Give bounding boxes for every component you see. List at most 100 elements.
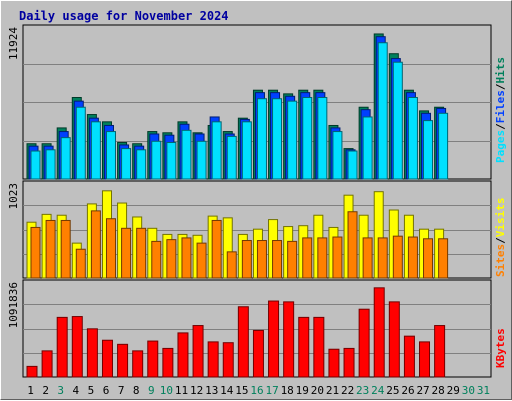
y-max-label-hits-files-pages: 11924 <box>7 27 20 60</box>
bar-kbytes <box>252 329 264 378</box>
bar-kbytes <box>177 332 189 378</box>
bar-kbytes <box>71 316 83 378</box>
bar-kbytes <box>237 306 249 378</box>
bar-pages <box>105 131 116 180</box>
legend-separator: / <box>494 123 507 130</box>
bar-sites <box>287 240 298 279</box>
legend-label-kbytes: KBytes <box>494 328 507 368</box>
bar-pages <box>332 131 343 180</box>
bar-pages <box>272 98 283 180</box>
bar-kbytes <box>358 308 370 378</box>
x-tick-label: 1 <box>27 384 34 397</box>
x-tick-label: 24 <box>371 384 385 397</box>
bar-sites <box>362 237 373 279</box>
bar-kbytes <box>313 316 325 378</box>
x-tick-label: 7 <box>118 384 125 397</box>
bar-pages <box>377 42 388 180</box>
right-legend-hits-files-pages: Pages/Files/Hits <box>494 57 507 163</box>
bar-kbytes <box>86 328 98 378</box>
x-tick-label: 15 <box>235 384 248 397</box>
x-tick-label: 14 <box>220 384 234 397</box>
bar-sites <box>75 248 86 279</box>
legend-label-visits: Visits <box>494 198 507 238</box>
bar-sites <box>272 240 283 279</box>
bar-pages <box>392 61 403 180</box>
legend-label-sites: Sites <box>494 244 507 277</box>
x-tick-label: 12 <box>190 384 203 397</box>
x-tick-label: 27 <box>416 384 429 397</box>
chart-panels: 11924Pages/Files/Hits1023Sites/Visits109… <box>7 24 507 397</box>
bar-sites <box>196 242 207 279</box>
x-tick-label: 6 <box>103 384 110 397</box>
y-max-label-visits-sites: 1023 <box>7 183 20 210</box>
bar-kbytes <box>373 287 385 378</box>
bar-kbytes <box>403 335 415 378</box>
bar-sites <box>392 235 403 279</box>
x-tick-label: 18 <box>281 384 294 397</box>
bar-sites <box>181 237 192 279</box>
bar-pages <box>211 121 222 180</box>
x-tick-label: 10 <box>160 384 173 397</box>
bar-sites <box>60 219 71 279</box>
bar-pages <box>423 120 434 180</box>
x-tick-label: 21 <box>326 384 339 397</box>
x-tick-label: 13 <box>205 384 218 397</box>
chart-title: Daily usage for November 2024 <box>19 9 229 23</box>
bar-sites <box>302 237 313 279</box>
bar-sites <box>407 236 418 279</box>
bar-kbytes <box>41 350 53 378</box>
bar-sites <box>30 226 41 279</box>
bar-pages <box>136 149 147 180</box>
x-tick-label: 11 <box>175 384 188 397</box>
bar-sites <box>166 239 177 279</box>
bar-sites <box>347 211 358 279</box>
bar-sites <box>90 210 101 279</box>
bar-pages <box>151 140 162 180</box>
x-tick-label: 5 <box>88 384 95 397</box>
bar-pages <box>407 97 418 180</box>
bar-sites <box>256 240 267 279</box>
bar-pages <box>287 100 298 180</box>
bar-sites <box>377 237 388 279</box>
x-tick-label: 22 <box>341 384 354 397</box>
x-tick-label: 26 <box>401 384 414 397</box>
bar-sites <box>211 219 222 279</box>
bar-sites <box>226 251 237 279</box>
legend-label-pages: Pages <box>494 130 507 163</box>
right-legend-kbytes: KBytes <box>494 328 507 368</box>
bar-pages <box>438 112 449 180</box>
x-tick-label: 31 <box>477 384 490 397</box>
x-tick-label: 25 <box>386 384 399 397</box>
bar-pages <box>75 106 86 180</box>
bar-kbytes <box>101 339 113 378</box>
x-tick-label: 19 <box>296 384 309 397</box>
bar-pages <box>166 142 177 180</box>
bar-kbytes <box>56 316 68 378</box>
bar-kbytes <box>207 341 219 378</box>
bar-kbytes <box>283 301 295 378</box>
bar-kbytes <box>434 325 446 378</box>
bar-pages <box>302 97 313 180</box>
bar-pages <box>226 135 237 180</box>
x-tick-label: 2 <box>42 384 49 397</box>
bar-kbytes <box>132 350 144 378</box>
bar-sites <box>423 238 434 279</box>
bar-pages <box>241 121 252 180</box>
bar-kbytes <box>192 325 204 378</box>
bar-kbytes <box>26 365 38 378</box>
bar-pages <box>256 98 267 180</box>
bar-kbytes <box>328 348 340 378</box>
bar-sites <box>136 227 147 279</box>
x-tick-label: 3 <box>57 384 64 397</box>
bar-pages <box>45 149 56 180</box>
bar-sites <box>332 236 343 279</box>
legend-separator: / <box>494 237 507 244</box>
bar-pages <box>317 97 328 180</box>
bar-sites <box>105 218 116 279</box>
bar-pages <box>90 121 101 180</box>
bar-sites <box>438 238 449 279</box>
bar-sites <box>151 240 162 279</box>
bar-kbytes <box>117 343 129 378</box>
